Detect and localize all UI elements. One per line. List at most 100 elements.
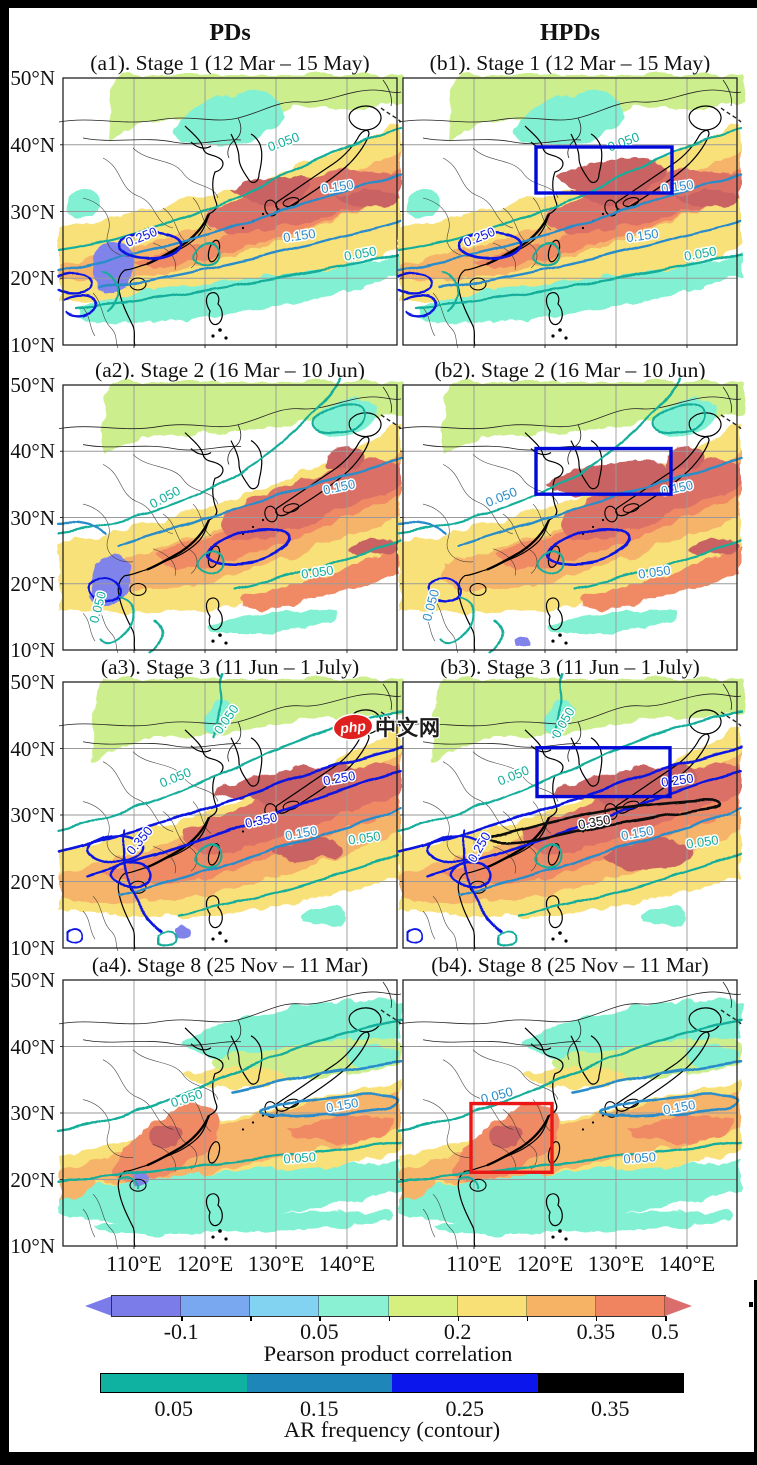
y-axis-tick: 50°N bbox=[10, 968, 55, 992]
contour-label: 0.050 bbox=[685, 832, 719, 851]
contour-label: 0.050 bbox=[300, 562, 334, 581]
colorbar-tick-label: 0.25 bbox=[445, 1396, 485, 1421]
colorbar-tick-label: 0.35 bbox=[591, 1396, 630, 1421]
contour-label: 0.050 bbox=[343, 243, 378, 263]
panel-b3: 0.050 0.050 0.250 0.250 0.350 0.150 0.050 bbox=[397, 672, 743, 953]
y-axis-tick: 20°N bbox=[10, 1168, 55, 1192]
php-logo-icon: php bbox=[332, 713, 374, 741]
x-axis-tick: 130°E bbox=[587, 1251, 645, 1276]
y-axis-tick: 40°N bbox=[10, 133, 55, 157]
panel-b1-title: (b1). Stage 1 (12 Mar – 15 May) bbox=[429, 51, 711, 75]
border-right-partial bbox=[754, 1280, 757, 1465]
panel-b4: 0.050 0.150 0.050 bbox=[397, 979, 743, 1251]
colorbar-segment bbox=[181, 1296, 251, 1316]
colorbar-segment bbox=[457, 1296, 527, 1316]
watermark: php 中文网 bbox=[332, 712, 441, 742]
y-axis-tick: 30°N bbox=[10, 200, 55, 224]
contour-label: 0.050 bbox=[347, 828, 381, 847]
x-axis-tick: 140°E bbox=[658, 1251, 716, 1276]
colorbar-segment bbox=[101, 1374, 247, 1392]
contour-label: 0.250 bbox=[322, 768, 357, 788]
colorbar-tick-label: 0.05 bbox=[300, 1319, 339, 1344]
colorbar-segment bbox=[537, 1374, 683, 1392]
x-axis-tick: 130°E bbox=[247, 1251, 305, 1276]
y-axis-tick: 10°N bbox=[10, 936, 55, 960]
contour-label: 0.050 bbox=[283, 1149, 316, 1166]
contour-label: 0.050 bbox=[683, 243, 718, 263]
y-axis-tick: 10°N bbox=[10, 638, 55, 662]
colorbar-tick bbox=[665, 1316, 667, 1321]
panel-a2-title: (a2). Stage 2 (16 Mar – 10 Jun) bbox=[95, 358, 365, 382]
highlight-box-b4 bbox=[469, 1101, 554, 1174]
colorbar2-title: AR frequency (contour) bbox=[283, 1417, 501, 1442]
colorbar-segment bbox=[246, 1374, 392, 1392]
panel-b4-title: (b4). Stage 8 (25 Nov – 11 Mar) bbox=[431, 953, 709, 977]
contour-label: 0.050 bbox=[637, 562, 671, 581]
watermark-text: 中文网 bbox=[375, 716, 441, 740]
y-axis-tick: 30°N bbox=[10, 506, 55, 530]
contour-label: 0.150 bbox=[320, 177, 354, 196]
column-title-pds: PDs bbox=[209, 20, 251, 46]
contour-label: 0.150 bbox=[325, 1095, 360, 1115]
colorbar1-bar bbox=[111, 1295, 666, 1317]
y-axis-tick: 50°N bbox=[10, 670, 55, 694]
contour-label: 0.350 bbox=[577, 812, 612, 832]
panel-a3-title: (a3). Stage 3 (11 Jun – 1 July) bbox=[100, 655, 360, 679]
highlight-box-b2 bbox=[534, 446, 673, 496]
colorbar-tick-label: 0.2 bbox=[443, 1319, 472, 1344]
colorbar-tick-label: -0.1 bbox=[163, 1319, 199, 1344]
panel-a4: 0.050 0.150 0.050 bbox=[57, 979, 403, 1251]
panel-a1-title: (a1). Stage 1 (12 Mar – 15 May) bbox=[90, 51, 370, 75]
y-axis-tick: 20°N bbox=[10, 266, 55, 290]
border-top bbox=[0, 0, 757, 8]
y-axis-tick: 30°N bbox=[10, 1101, 55, 1125]
y-axis-tick: 50°N bbox=[10, 373, 55, 397]
colorbar-tick-label: 0.35 bbox=[576, 1319, 616, 1344]
colorbar-tick bbox=[388, 1316, 390, 1321]
border-bottom bbox=[0, 1452, 757, 1465]
colorbar-tick bbox=[319, 1316, 321, 1321]
contour-label: 0.050 bbox=[623, 1149, 656, 1166]
colorbar-segment bbox=[595, 1296, 665, 1316]
y-axis-tick: 40°N bbox=[10, 1035, 55, 1059]
colorbar-tick-label: 0.05 bbox=[154, 1396, 194, 1421]
colorbar-segment bbox=[112, 1296, 182, 1316]
x-axis-tick: 110°E bbox=[446, 1251, 502, 1276]
colorbar-tick bbox=[457, 1316, 460, 1321]
panel-a4-title: (a4). Stage 8 (25 Nov – 11 Mar) bbox=[91, 953, 369, 977]
y-axis-tick: 10°N bbox=[10, 1234, 55, 1258]
contour-label: 0.150 bbox=[620, 823, 655, 843]
colorbar-tick-label: 0.5 bbox=[651, 1319, 679, 1344]
contour-label: 0.150 bbox=[282, 226, 316, 245]
colorbar-tick bbox=[526, 1316, 529, 1321]
contour-label: 0.150 bbox=[662, 1097, 697, 1117]
contour-label: 0.150 bbox=[625, 226, 659, 245]
y-axis-tick: 10°N bbox=[10, 333, 55, 357]
colorbar-tick bbox=[181, 1316, 183, 1321]
colorbar-segment bbox=[388, 1296, 458, 1316]
x-axis-tick: 120°E bbox=[516, 1251, 574, 1276]
panel-a2: 0.050 0.150 0.050 0.050 bbox=[57, 377, 403, 655]
colorbar-segment bbox=[250, 1296, 320, 1316]
colorbar-tick-label: 0.15 bbox=[300, 1396, 339, 1421]
panel-b2: 0.050 0.150 0.050 0.050 bbox=[397, 377, 743, 655]
edge-artifact bbox=[749, 1302, 753, 1307]
colorbar2-bar bbox=[100, 1373, 684, 1393]
x-axis-tick: 120°E bbox=[176, 1251, 234, 1276]
panel-b1: 0.050 0.150 0.250 0.150 0.050 bbox=[397, 74, 743, 350]
panel-b2-title: (b2). Stage 2 (16 Mar – 10 Jun) bbox=[434, 358, 706, 382]
border-left bbox=[0, 0, 9, 1465]
highlight-box-b1 bbox=[534, 145, 674, 195]
colorbar-segment bbox=[392, 1374, 538, 1392]
y-axis-tick: 30°N bbox=[10, 803, 55, 827]
panel-b3-title: (b3). Stage 3 (11 Jun – 1 July) bbox=[440, 655, 700, 679]
colorbar-tick bbox=[595, 1316, 598, 1321]
y-axis-tick: 40°N bbox=[10, 737, 55, 761]
